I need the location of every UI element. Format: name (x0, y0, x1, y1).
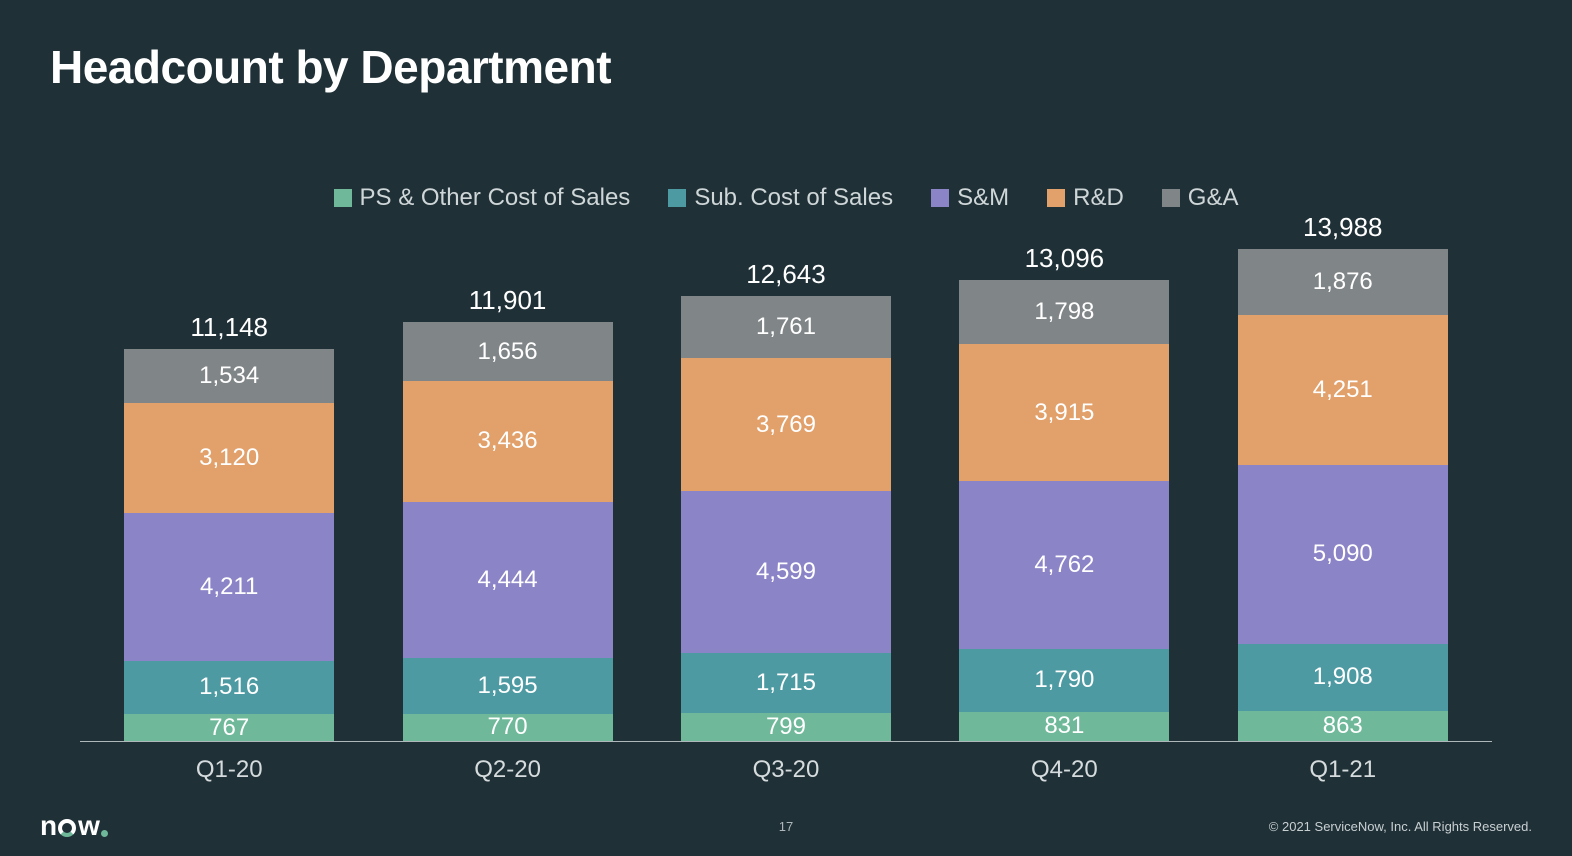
x-axis-label: Q4-20 (939, 756, 1190, 784)
stacked-bar: 799 1,715 4,599 3,769 1,761 (681, 296, 891, 741)
bar-segment-ps: 767 (124, 714, 334, 741)
stacked-bar: 767 1,516 4,211 3,120 1,534 (124, 349, 334, 741)
bar-segment-rd: 3,120 (124, 403, 334, 513)
bar-segment-value: 1,790 (1034, 666, 1094, 694)
page-number: 17 (779, 819, 793, 834)
bar-group: 11,148 767 1,516 4,211 3,120 1,534 (104, 312, 355, 741)
slide-title: Headcount by Department (50, 40, 1522, 94)
copyright-text: © 2021 ServiceNow, Inc. All Rights Reser… (1269, 819, 1532, 834)
logo-text: w (78, 810, 99, 842)
bar-segment-value: 1,798 (1034, 298, 1094, 326)
bar-segment-ps: 799 (681, 713, 891, 741)
bar-total-label: 11,901 (469, 285, 547, 316)
bar-group: 13,988 863 1,908 5,090 4,251 1,876 (1217, 212, 1468, 741)
stacked-bar: 770 1,595 4,444 3,436 1,656 (403, 322, 613, 741)
bar-segment-value: 4,762 (1034, 551, 1094, 579)
x-axis-label: Q1-21 (1217, 756, 1468, 784)
bar-segment-value: 799 (766, 713, 806, 741)
bar-segment-value: 1,595 (478, 672, 538, 700)
legend-label: PS & Other Cost of Sales (360, 184, 631, 212)
brand-logo: n w (40, 810, 108, 842)
bar-total-label: 13,096 (1025, 243, 1105, 274)
legend-swatch-icon (334, 189, 352, 207)
legend-swatch-icon (931, 189, 949, 207)
bar-segment-value: 1,761 (756, 313, 816, 341)
bar-segment-value: 1,876 (1313, 268, 1373, 296)
bar-segment-sub: 1,715 (681, 653, 891, 713)
bar-segment-ps: 770 (403, 714, 613, 741)
bar-segment-sub: 1,908 (1238, 644, 1448, 711)
bar-total-label: 13,988 (1303, 212, 1383, 243)
chart-legend: PS & Other Cost of Sales Sub. Cost of Sal… (50, 184, 1522, 212)
legend-item: S&M (931, 184, 1009, 212)
stacked-bar-chart: 11,148 767 1,516 4,211 3,120 1,534 11,901 770 1,… (80, 232, 1492, 742)
bar-segment-ga: 1,761 (681, 296, 891, 358)
legend-item: Sub. Cost of Sales (668, 184, 893, 212)
bar-group: 11,901 770 1,595 4,444 3,436 1,656 (382, 285, 633, 741)
bar-segment-value: 4,251 (1313, 376, 1373, 404)
legend-item: PS & Other Cost of Sales (334, 184, 631, 212)
bar-segment-value: 3,120 (199, 444, 259, 472)
legend-label: Sub. Cost of Sales (694, 184, 893, 212)
bar-segment-rd: 3,769 (681, 358, 891, 491)
bar-segment-value: 3,436 (478, 427, 538, 455)
logo-o-icon (58, 819, 76, 837)
bar-total-label: 11,148 (190, 312, 268, 343)
bar-segment-sub: 1,790 (959, 649, 1169, 712)
legend-label: R&D (1073, 184, 1124, 212)
bar-segment-value: 4,444 (478, 566, 538, 594)
bar-total-label: 12,643 (746, 259, 826, 290)
bar-segment-value: 1,656 (478, 338, 538, 366)
bar-segment-rd: 4,251 (1238, 315, 1448, 465)
bar-segment-value: 767 (209, 714, 249, 742)
bar-segment-value: 3,915 (1034, 399, 1094, 427)
x-axis-label: Q3-20 (661, 756, 912, 784)
bar-segment-value: 5,090 (1313, 540, 1373, 568)
chart-container: 11,148 767 1,516 4,211 3,120 1,534 11,901 770 1,… (80, 232, 1492, 784)
bar-segment-value: 4,211 (200, 573, 258, 601)
bar-segment-value: 831 (1044, 712, 1084, 740)
bar-group: 13,096 831 1,790 4,762 3,915 1,798 (939, 243, 1190, 741)
bar-segment-sub: 1,595 (403, 658, 613, 714)
legend-swatch-icon (668, 189, 686, 207)
bar-segment-sm: 4,762 (959, 481, 1169, 648)
legend-item: G&A (1162, 184, 1239, 212)
legend-label: G&A (1188, 184, 1239, 212)
bar-segment-value: 1,516 (199, 673, 259, 701)
bar-segment-value: 3,769 (756, 411, 816, 439)
bar-segment-rd: 3,915 (959, 344, 1169, 482)
bar-segment-sm: 4,444 (403, 502, 613, 658)
legend-label: S&M (957, 184, 1009, 212)
bar-segment-ga: 1,876 (1238, 249, 1448, 315)
bar-segment-value: 1,908 (1313, 663, 1373, 691)
bar-segment-value: 863 (1323, 712, 1363, 740)
bar-segment-rd: 3,436 (403, 381, 613, 502)
legend-swatch-icon (1162, 189, 1180, 207)
bar-segment-value: 4,599 (756, 558, 816, 586)
bar-segment-ga: 1,656 (403, 322, 613, 380)
bar-group: 12,643 799 1,715 4,599 3,769 1,761 (661, 259, 912, 741)
stacked-bar: 863 1,908 5,090 4,251 1,876 (1238, 249, 1448, 741)
x-axis-labels: Q1-20 Q2-20 Q3-20 Q4-20 Q1-21 (80, 742, 1492, 784)
bar-segment-ga: 1,534 (124, 349, 334, 403)
stacked-bar: 831 1,790 4,762 3,915 1,798 (959, 280, 1169, 741)
x-axis-label: Q1-20 (104, 756, 355, 784)
x-axis-label: Q2-20 (382, 756, 633, 784)
slide: Headcount by Department PS & Other Cost … (0, 0, 1572, 856)
bar-segment-sm: 5,090 (1238, 465, 1448, 644)
bar-segment-ps: 831 (959, 712, 1169, 741)
legend-item: R&D (1047, 184, 1124, 212)
bar-segment-value: 1,534 (199, 362, 259, 390)
bar-segment-ga: 1,798 (959, 280, 1169, 343)
legend-swatch-icon (1047, 189, 1065, 207)
bar-segment-ps: 863 (1238, 711, 1448, 741)
logo-text: n (40, 810, 56, 842)
slide-footer: n w 17 © 2021 ServiceNow, Inc. All Right… (0, 808, 1572, 844)
bar-segment-sm: 4,599 (681, 491, 891, 653)
bar-segment-sm: 4,211 (124, 513, 334, 661)
bar-segment-sub: 1,516 (124, 661, 334, 714)
bar-segment-value: 770 (488, 713, 528, 741)
logo-dot-icon (101, 830, 108, 837)
bar-segment-value: 1,715 (756, 669, 816, 697)
